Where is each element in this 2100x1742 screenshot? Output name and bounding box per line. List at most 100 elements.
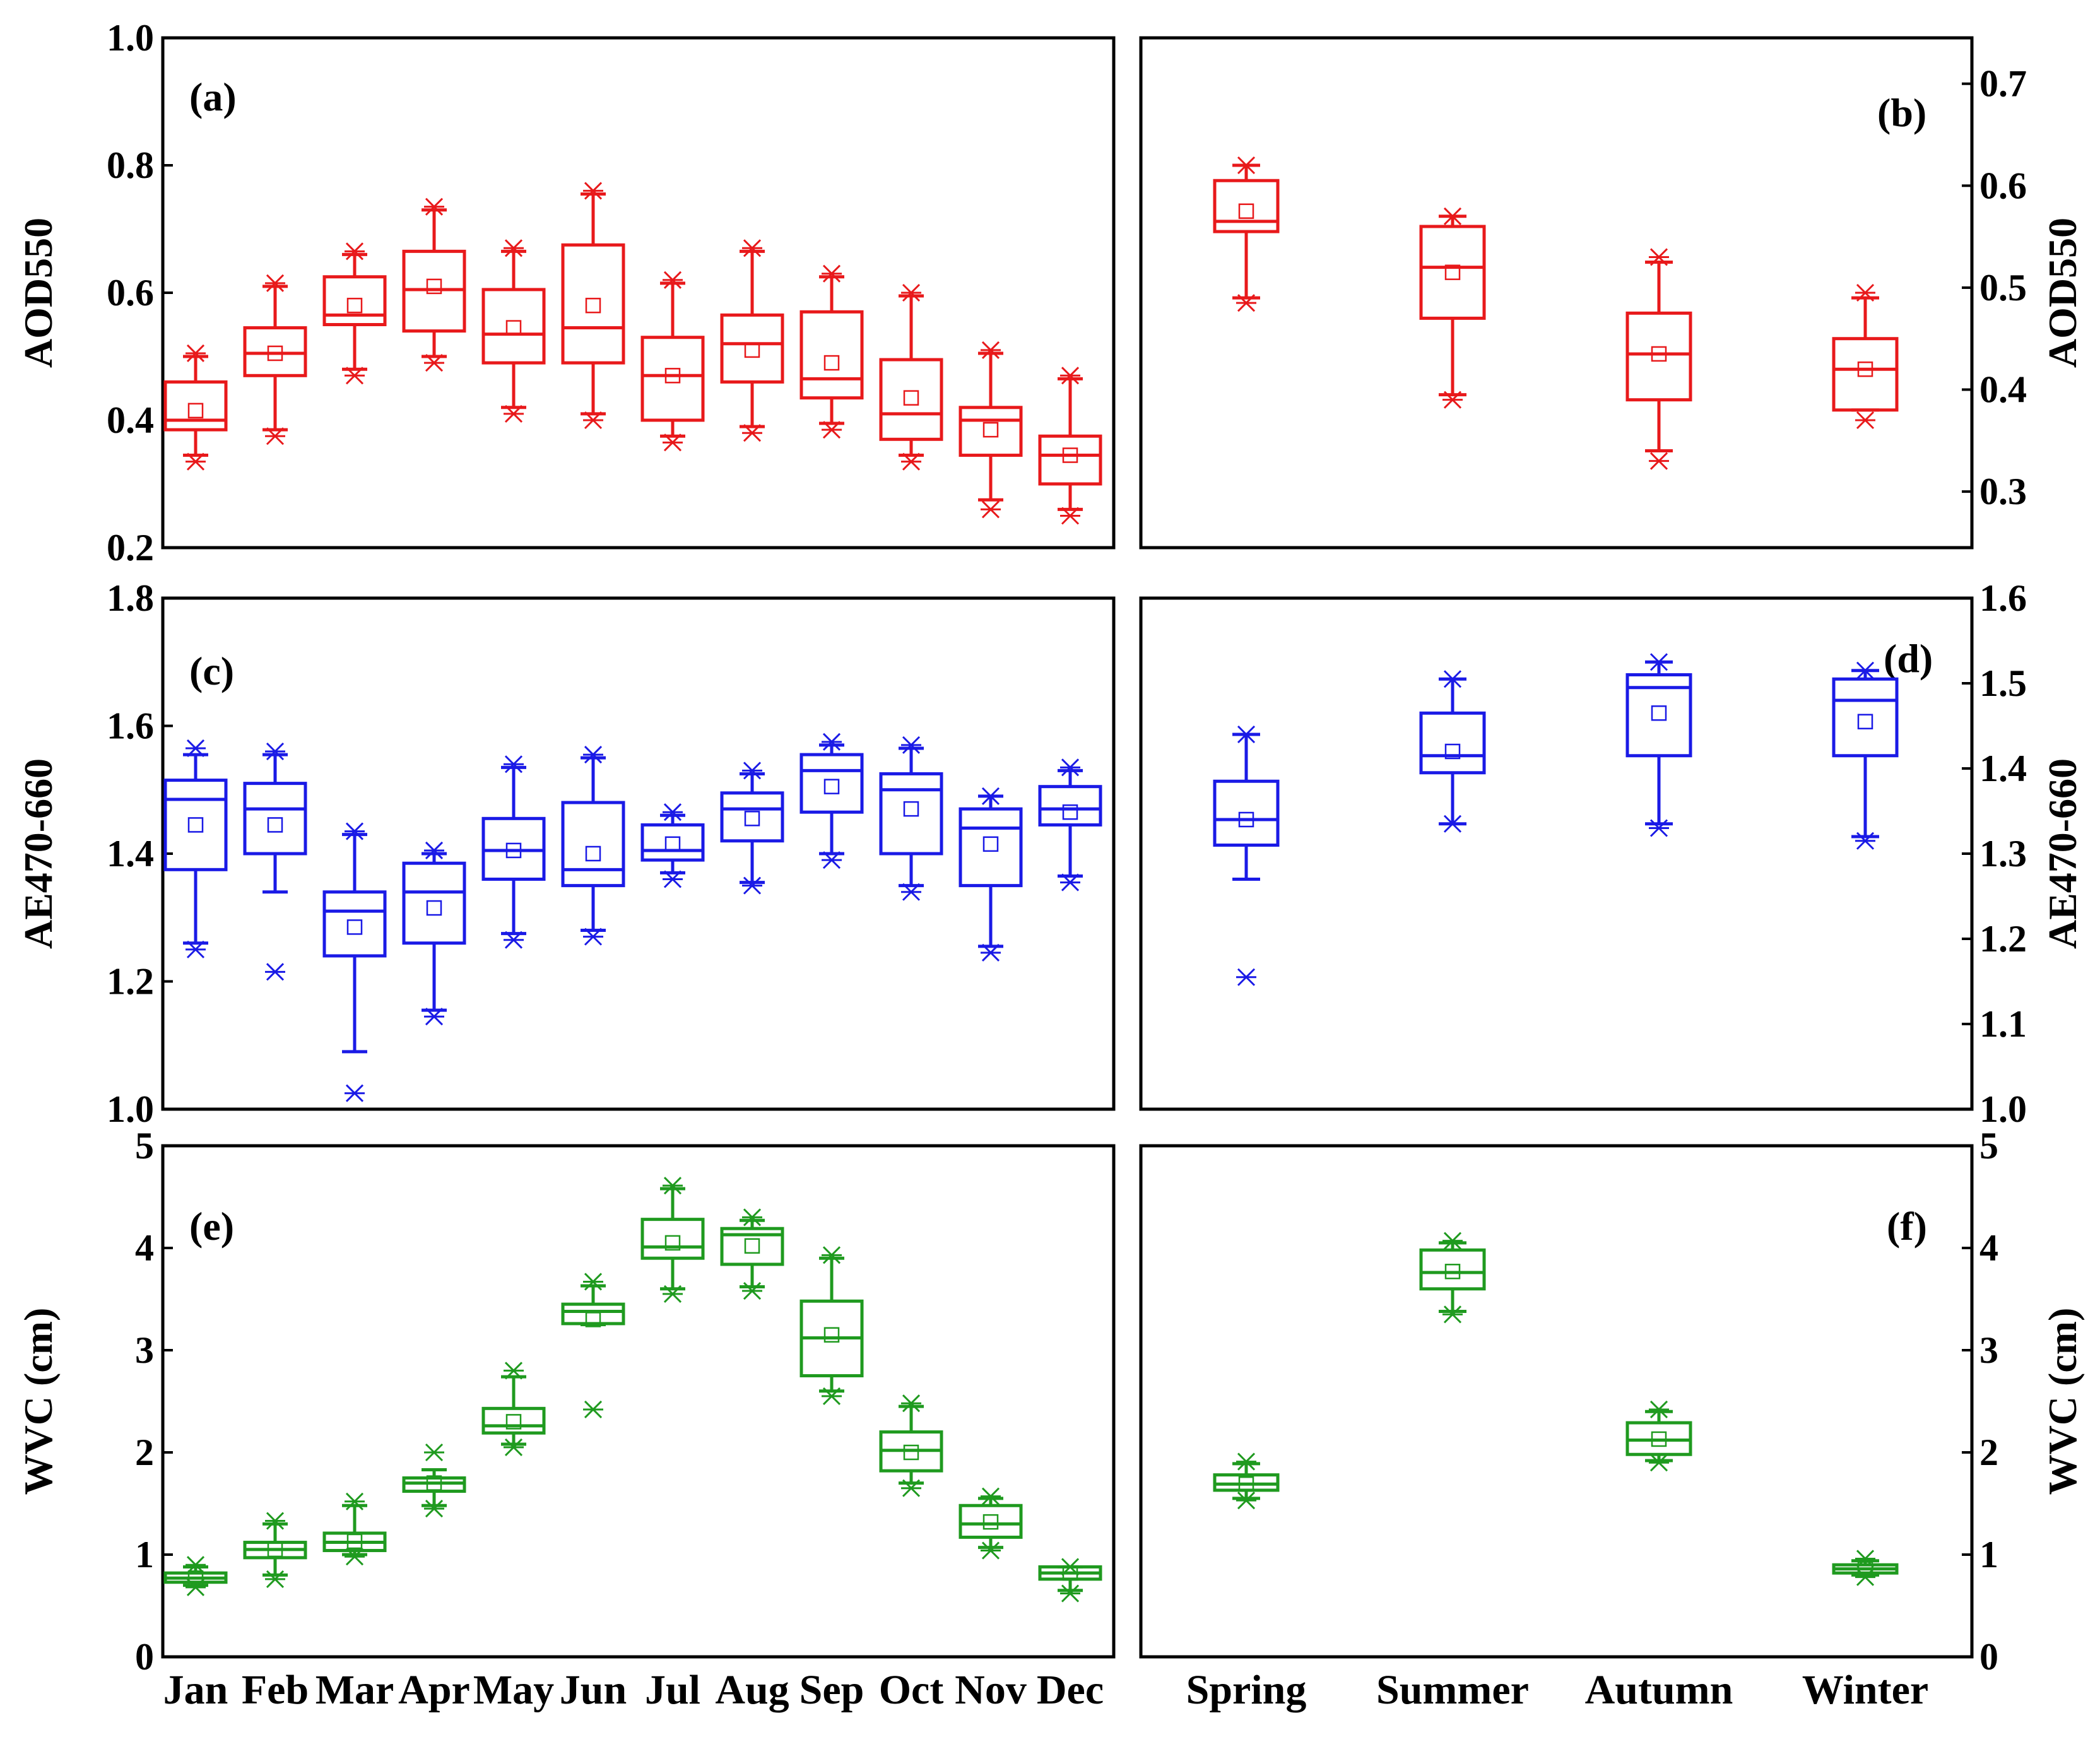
panel-c: 1.0 1.2 1.4 1.6 1.8 AE470-660 (c) [16,577,1116,1130]
outlier-marker [1060,1584,1080,1603]
y-tick-label: 0 [135,1636,154,1678]
mean-marker [187,1570,204,1586]
outlier-marker [583,927,603,946]
mean-marker [505,1414,522,1430]
mean-marker [903,801,919,817]
outlier-marker [1855,283,1875,302]
box-jul [640,271,705,452]
mean-marker [903,1444,919,1461]
outlier-marker [186,940,206,958]
outlier-marker [265,1570,285,1588]
outlier-marker [1236,725,1256,744]
axes-frame-d [1139,596,1974,1111]
box-spring [1213,1452,1280,1510]
outlier-marker [504,1362,524,1380]
panel-label-d: (d) [1884,636,1933,681]
outlier-marker [1060,1558,1080,1576]
outlier-marker [663,870,683,888]
outlier-marker [981,787,1001,805]
iqr-box [1832,677,1899,758]
outlier-marker [504,1438,524,1456]
outlier-marker [186,1578,206,1596]
outlier-marker [901,283,921,302]
panel-label-b: (b) [1877,90,1926,135]
outlier-marker [345,1084,365,1102]
outlier-marker [1442,391,1463,409]
iqr-box [561,243,625,365]
box-feb [243,1512,307,1588]
box-nov [959,1487,1023,1560]
box-jan [163,739,228,958]
box-summer [1419,670,1486,833]
y-tick-label: 1.8 [107,577,154,619]
box-may [481,1362,546,1456]
box-jun [561,1273,625,1419]
y-tick-label: 1.4 [107,833,154,874]
x-tick-label: Oct [879,1667,944,1713]
mean-marker [585,1312,601,1327]
iqr-box [163,380,228,432]
box-winter [1832,1550,1899,1586]
outlier-marker [742,876,762,895]
iqr-box [799,753,864,814]
panel-label-f: (f) [1887,1204,1927,1249]
x-tick-label: Mar [316,1667,394,1713]
mean-marker [267,345,283,362]
outlier-marker [186,739,206,757]
outlier-marker [186,1556,206,1574]
box-dec [1038,1558,1102,1603]
y-tick-label: 1.3 [1979,833,2027,874]
y-tick-label: 5 [1979,1125,1998,1167]
outlier-marker [981,341,1001,359]
outlier-marker [424,354,444,372]
box-aug [720,1208,784,1300]
outlier-marker [1855,832,1875,850]
iqr-box [720,1227,784,1266]
x-tick-label: Spring [1186,1667,1307,1713]
outlier-marker [901,736,921,754]
mean-marker [823,355,840,371]
mean-marker [187,817,204,833]
outlier-marker [1855,411,1875,430]
iqr-box [1419,711,1486,775]
box-mar [322,1492,387,1566]
box-winter [1832,283,1899,430]
mean-marker [823,1327,840,1343]
box-apr [402,197,466,372]
y-tick-label: 4 [135,1227,154,1269]
y-tick-label: 1 [135,1534,154,1575]
outlier-marker [1649,1454,1669,1472]
box-feb [243,274,307,445]
outlier-marker [1442,815,1463,833]
outlier-marker [1060,873,1080,892]
mean-marker [585,845,601,862]
mean-marker [1062,804,1078,820]
mean-marker [1062,447,1078,463]
outlier-marker [1060,367,1080,385]
outlier-marker [1060,758,1080,777]
x-tick-label: Nov [955,1667,1027,1713]
y-tick-label: 0.2 [107,527,154,568]
y-axis-title-f: WVC (cm) [2040,1308,2085,1495]
outlier-marker [1236,1492,1256,1510]
outlier-marker [742,1208,762,1227]
box-jun [561,182,625,430]
box-dec [1038,367,1102,525]
outlier-marker [504,239,524,257]
x-tick-label: Winter [1802,1667,1928,1713]
y-tick-label: 1.2 [1979,918,2027,960]
panel-b: 0.3 0.4 0.5 0.6 0.7 AOD550 (b) [1139,36,2085,550]
y-tick-label: 0.8 [107,144,154,186]
mean-marker [744,342,760,358]
outlier-marker [1649,248,1669,266]
axes-frame-f [1139,1144,1974,1659]
box-sep [799,1246,864,1405]
axes-frame-a [161,36,1116,550]
iqr-box [959,406,1023,457]
box-apr [402,841,466,1026]
outlier-marker [822,264,842,283]
y-tick-label: 0.4 [1979,369,2027,411]
y-tick-label: 1.0 [107,1088,154,1130]
iqr-box [1419,225,1486,320]
